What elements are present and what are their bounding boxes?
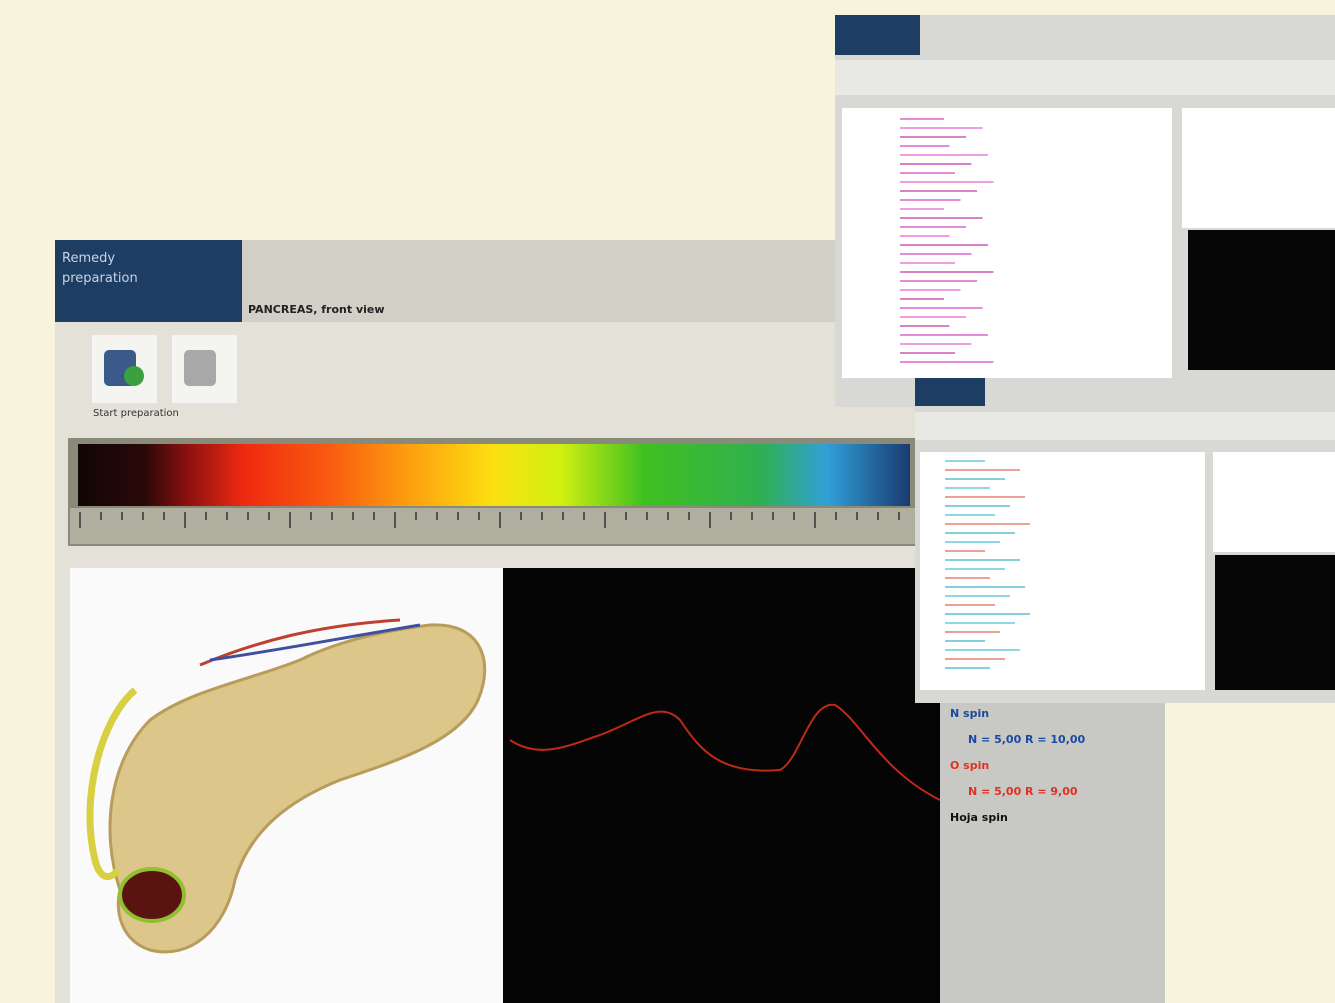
list-row: [945, 613, 1030, 615]
editor-list: [842, 108, 1172, 378]
editor-toolbar-2: [915, 412, 1335, 440]
list-row: [900, 352, 955, 354]
list-row: [945, 523, 1030, 525]
list-row: [945, 460, 985, 462]
list-row: [900, 226, 966, 228]
color-scale: [78, 444, 910, 506]
button-label: Start preparation: [93, 408, 179, 419]
list-row: [900, 334, 988, 336]
scale-ruler: [70, 508, 916, 544]
list-row: [900, 289, 961, 291]
list-row: [945, 568, 1005, 570]
list-row: [945, 487, 990, 489]
info-line: N spin: [950, 707, 989, 720]
list-row: [945, 577, 990, 579]
editor-preview-2: [1215, 555, 1335, 690]
list-row: [900, 325, 950, 327]
duct: [86, 687, 138, 880]
info-line: Hoja spin: [950, 811, 1008, 824]
list-row: [945, 559, 1020, 561]
list-row: [900, 199, 961, 201]
list-row: [945, 514, 995, 516]
list-row: [945, 505, 1010, 507]
list-row: [945, 649, 1020, 651]
list-row: [945, 595, 1010, 597]
list-row: [900, 208, 944, 210]
editor-props-2: [1213, 452, 1335, 552]
editor-header: [835, 15, 920, 55]
list-row: [945, 640, 985, 642]
list-row: [900, 217, 983, 219]
list-row: [900, 190, 977, 192]
list-row: [945, 622, 1015, 624]
list-row: [945, 541, 1000, 543]
list-row: [900, 271, 994, 273]
editor-preview: [1188, 230, 1335, 370]
info-line: O spin: [950, 759, 989, 772]
editor-props: [1182, 108, 1335, 228]
list-row: [945, 532, 1015, 534]
list-row: [900, 127, 983, 129]
header-block: [55, 240, 242, 322]
list-row: [945, 478, 1005, 480]
list-row: [900, 163, 972, 165]
list-row: [900, 172, 955, 174]
info-panel: [940, 700, 1165, 1003]
list-row: [945, 604, 995, 606]
list-row: [900, 298, 944, 300]
list-row: [900, 280, 977, 282]
list-row: [900, 316, 966, 318]
list-row: [900, 262, 955, 264]
list-row: [900, 181, 994, 183]
list-row: [945, 631, 1000, 633]
info-line: N = 5,00 R = 10,00: [968, 733, 1086, 746]
artery: [199, 618, 401, 667]
info-line: N = 5,00 R = 9,00: [968, 785, 1078, 798]
list-row: [900, 136, 966, 138]
pancreas: [108, 623, 487, 954]
list-row: [945, 586, 1025, 588]
other-icon: [184, 350, 216, 386]
list-row: [900, 253, 972, 255]
list-row: [900, 154, 988, 156]
list-row: [900, 307, 983, 309]
list-row: [900, 343, 972, 345]
list-row: [900, 145, 950, 147]
list-row: [945, 658, 1005, 660]
start-icon-badge: [124, 366, 144, 386]
view-title: PANCREAS, front view: [248, 303, 385, 316]
curve: [509, 703, 941, 801]
list-row: [945, 496, 1025, 498]
list-row: [900, 235, 950, 237]
title-bar: [242, 240, 935, 322]
graph-view: [503, 568, 940, 1003]
list-row: [945, 550, 985, 552]
editor-toolbar: [835, 60, 1335, 95]
vein: [209, 623, 421, 662]
list-row: [900, 244, 988, 246]
window-title: Remedy preparation: [62, 251, 138, 286]
list-row: [945, 469, 1020, 471]
list-row: [945, 667, 990, 669]
duodenum: [118, 867, 186, 923]
list-row: [900, 361, 994, 363]
editor-header-2: [915, 378, 985, 406]
list-row: [900, 118, 944, 120]
